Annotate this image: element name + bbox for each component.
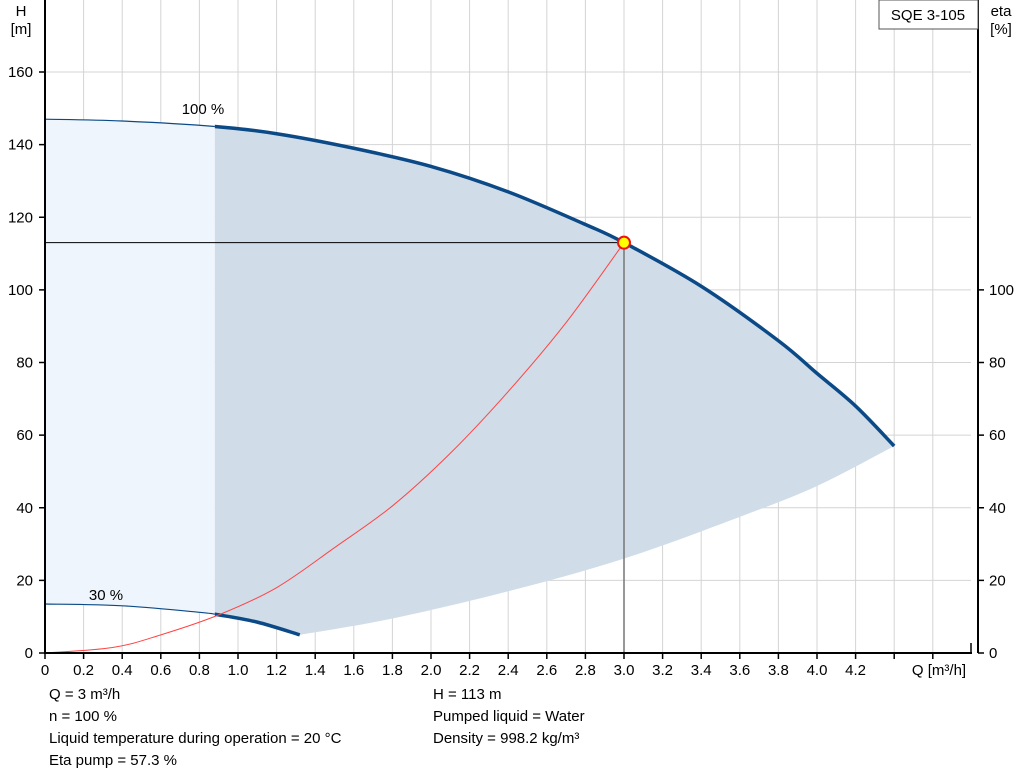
product-legend-box: SQE 3-105 bbox=[878, 0, 979, 30]
curve-label-100: 100 % bbox=[182, 101, 225, 118]
x-tick-label: 1.2 bbox=[266, 662, 287, 679]
x-tick-label: 2.6 bbox=[536, 662, 557, 679]
x-tick-label: 2.0 bbox=[421, 662, 442, 679]
x-tick-label: 4.2 bbox=[845, 662, 866, 679]
x-tick-label: 1.8 bbox=[382, 662, 403, 679]
y-axis-title-right: eta bbox=[991, 3, 1013, 20]
pump-curve-chart: 0 0.2 0.4 0.6 0.8 1.0 1.2 1.4 1.6 1.8 2.0 2.2 2.4 2.6… bbox=[8, 0, 1014, 679]
x-tick-label: 0.2 bbox=[73, 662, 94, 679]
y-axis-title-left: H bbox=[16, 3, 27, 20]
x-tick-label: 2.2 bbox=[459, 662, 480, 679]
curve-30-thin bbox=[45, 603, 215, 615]
y-axis-title-left: [m] bbox=[11, 21, 32, 38]
x-tick-label: 0.6 bbox=[150, 662, 171, 679]
y-tick-label-right: 100 bbox=[989, 282, 1014, 299]
curve-eta bbox=[44, 242, 625, 654]
y-tick-label-left: 140 bbox=[8, 137, 33, 154]
x-tick-label: 0 bbox=[41, 662, 49, 679]
head-value: H = 113 m bbox=[433, 686, 502, 703]
x-tick-label: 0.8 bbox=[189, 662, 210, 679]
speed-value: n = 100 % bbox=[49, 708, 117, 725]
y-tick-label-left: 100 bbox=[8, 282, 33, 299]
y-tick-label-right: 0 bbox=[989, 645, 997, 662]
y-tick-label-left: 60 bbox=[16, 427, 33, 444]
curve-label-30: 30 % bbox=[89, 587, 123, 604]
product-name: SQE 3-105 bbox=[891, 7, 965, 24]
x-tick-label: 2.8 bbox=[575, 662, 596, 679]
temperature-value: Liquid temperature during operation = 20… bbox=[49, 730, 342, 747]
y-tick-label-right: 40 bbox=[989, 500, 1006, 517]
info-right-panel: H = 113 m Pumped liquid = Water Density … bbox=[433, 684, 585, 750]
axis-labels: 0 0.2 0.4 0.6 0.8 1.0 1.2 1.4 1.6 1.8 2.0 2.2 2.4 2.6… bbox=[8, 3, 1014, 679]
flow-value: Q = 3 m³/h bbox=[49, 686, 121, 703]
y-tick-label-right: 60 bbox=[989, 427, 1006, 444]
y-tick-label-left: 20 bbox=[16, 572, 33, 589]
curve-30-percent bbox=[214, 612, 301, 637]
y-tick-label-left: 160 bbox=[8, 64, 33, 81]
x-tick-label: 3.4 bbox=[691, 662, 712, 679]
x-tick-label: 1.6 bbox=[343, 662, 364, 679]
y-tick-label-left: 80 bbox=[16, 355, 33, 372]
x-tick-label: 2.4 bbox=[498, 662, 519, 679]
info-left-panel: Q = 3 m³/h n = 100 % Liquid temperature … bbox=[49, 684, 341, 772]
x-tick-label: 4.0 bbox=[807, 662, 828, 679]
x-tick-label: 3.2 bbox=[652, 662, 673, 679]
y-tick-label-left: 0 bbox=[25, 645, 33, 662]
x-tick-label: 1.0 bbox=[228, 662, 249, 679]
x-tick-label: 3.6 bbox=[729, 662, 750, 679]
y-tick-label-right: 80 bbox=[989, 355, 1006, 372]
x-axis-title: Q [m³/h] bbox=[912, 662, 966, 679]
curve-100-percent bbox=[214, 124, 896, 448]
density-value: Density = 998.2 kg/m³ bbox=[433, 730, 580, 747]
x-tick-label: 1.4 bbox=[305, 662, 326, 679]
y-tick-label-left: 120 bbox=[8, 209, 33, 226]
operating-point-marker bbox=[617, 235, 631, 250]
liquid-value: Pumped liquid = Water bbox=[433, 708, 585, 725]
y-tick-label-left: 40 bbox=[16, 500, 33, 517]
curves bbox=[44, 118, 896, 654]
x-tick-label: 3.0 bbox=[614, 662, 635, 679]
eta-value: Eta pump = 57.3 % bbox=[49, 752, 177, 769]
y-axis-title-right: [%] bbox=[990, 21, 1012, 38]
operating-regions bbox=[45, 119, 895, 635]
axes bbox=[39, 0, 984, 659]
y-tick-label-right: 20 bbox=[989, 572, 1006, 589]
x-tick-label: 3.8 bbox=[768, 662, 789, 679]
region-operating-range bbox=[214, 126, 895, 635]
x-tick-label: 0.4 bbox=[112, 662, 133, 679]
